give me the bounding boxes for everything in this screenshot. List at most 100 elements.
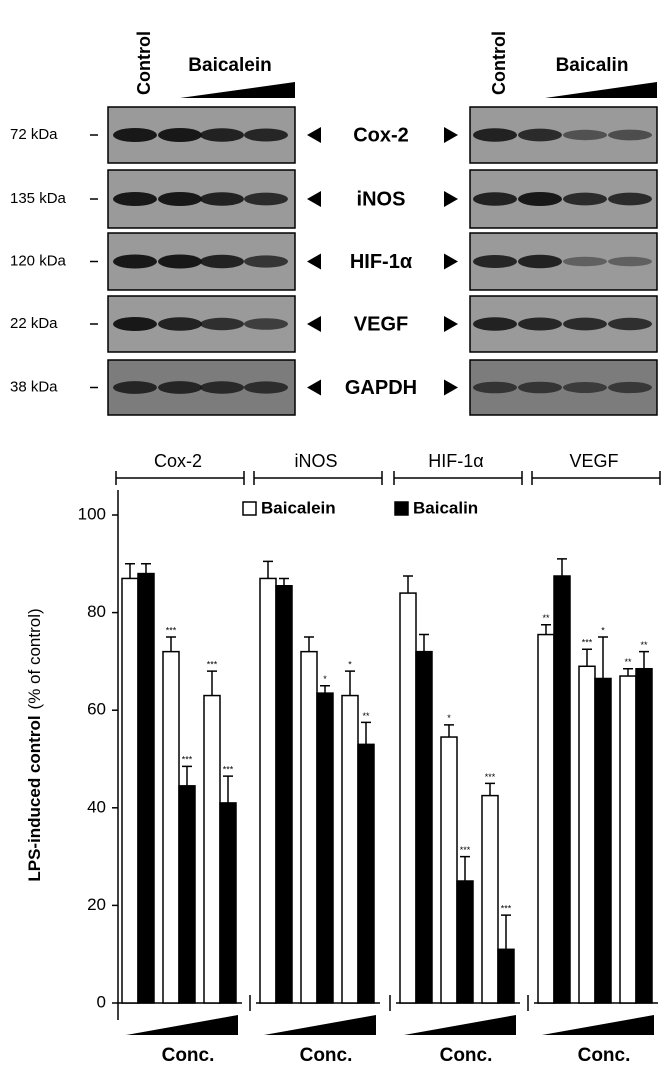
y-tick-label: 80 xyxy=(87,602,106,621)
arrow-right xyxy=(444,253,458,270)
blot-band xyxy=(608,381,652,394)
protein-label: Cox-2 xyxy=(353,124,409,146)
group-label: Cox-2 xyxy=(154,451,202,471)
significance-label: * xyxy=(323,674,327,684)
blot-band xyxy=(473,317,517,331)
marker-label: 72 kDa xyxy=(10,126,58,143)
protein-label: VEGF xyxy=(354,313,408,335)
x-axis-label: Conc. xyxy=(162,1045,215,1066)
blot-band xyxy=(158,254,202,269)
bar xyxy=(341,694,359,1004)
blot-band xyxy=(473,254,517,269)
treatment-label: Baicalin xyxy=(556,55,629,76)
x-axis-label: Conc. xyxy=(300,1045,353,1066)
blot-band xyxy=(113,128,157,142)
significance-label: *** xyxy=(223,764,234,774)
significance-label: *** xyxy=(582,638,593,648)
significance-label: ** xyxy=(542,613,550,623)
marker-label: 38 kDa xyxy=(10,378,58,395)
bar xyxy=(578,665,596,1004)
significance-label: *** xyxy=(460,845,471,855)
y-tick-label: 60 xyxy=(87,700,106,719)
blot-band xyxy=(518,381,562,394)
y-axis-label: LPS-induced control (% of control) xyxy=(25,608,44,881)
error-bar xyxy=(345,670,355,696)
significance-label: *** xyxy=(166,625,177,635)
significance-label: *** xyxy=(182,755,193,765)
bar xyxy=(275,585,293,1004)
error-bar xyxy=(166,636,176,652)
error-bar xyxy=(207,670,217,696)
error-bar xyxy=(223,775,233,803)
error-bar xyxy=(403,575,413,594)
blot-band xyxy=(244,381,288,394)
blot-band xyxy=(473,381,517,394)
arrow-left xyxy=(307,379,321,396)
blot-band xyxy=(608,256,652,267)
bar xyxy=(440,736,458,1004)
arrow-left xyxy=(307,127,321,143)
blot-band xyxy=(244,128,288,142)
bar xyxy=(456,880,474,1004)
arrow-left xyxy=(307,253,321,270)
error-bar xyxy=(419,633,429,652)
error-bar xyxy=(125,563,135,579)
blot-band xyxy=(473,128,517,142)
blot-band xyxy=(563,192,607,206)
blot-band xyxy=(113,192,157,206)
blot-band xyxy=(200,381,244,394)
bar xyxy=(219,802,237,1004)
wedge xyxy=(126,1015,238,1035)
error-bar xyxy=(320,685,330,694)
blot-band xyxy=(158,317,202,331)
blot-band xyxy=(113,381,157,394)
legend-label: Baicalein xyxy=(261,498,336,517)
error-bar xyxy=(444,724,454,738)
blot-band xyxy=(158,128,202,142)
blot-band xyxy=(563,382,607,393)
significance-label: * xyxy=(447,713,451,723)
error-bar xyxy=(639,650,649,669)
error-bar xyxy=(141,563,151,574)
blot-band xyxy=(608,129,652,141)
bar xyxy=(594,677,612,1004)
arrow-right xyxy=(444,127,458,143)
bar xyxy=(399,592,417,1004)
treatment-label: Baicalein xyxy=(188,55,271,76)
wedge xyxy=(545,82,657,98)
bar xyxy=(316,692,334,1004)
group-label: iNOS xyxy=(294,451,337,471)
group-label: VEGF xyxy=(569,451,618,471)
significance-label: ** xyxy=(362,711,370,721)
y-tick-label: 100 xyxy=(78,504,106,523)
blot-band xyxy=(563,256,607,267)
bar xyxy=(553,575,571,1004)
blot-band xyxy=(113,317,157,331)
significance-label: *** xyxy=(207,660,218,670)
blot-band xyxy=(608,192,652,206)
error-bar xyxy=(182,765,192,786)
blot-band xyxy=(518,128,562,142)
significance-label: ** xyxy=(624,657,632,667)
error-bar xyxy=(485,782,495,796)
arrow-right xyxy=(444,191,458,207)
significance-label: ** xyxy=(640,640,648,650)
wedge xyxy=(264,1015,376,1035)
bar xyxy=(415,650,433,1004)
bar xyxy=(619,675,637,1004)
wedge xyxy=(180,82,295,98)
protein-label: iNOS xyxy=(357,188,406,210)
error-bar xyxy=(582,648,592,667)
significance-label: * xyxy=(601,625,605,635)
western-blots: Control Baicalein Control Baicalin 72 kDa Cox… xyxy=(10,31,658,416)
bar xyxy=(121,577,139,1004)
x-axis-label: Conc. xyxy=(578,1045,631,1066)
bar xyxy=(537,633,555,1004)
marker-label: 120 kDa xyxy=(10,252,67,269)
protein-label: HIF-1α xyxy=(350,251,413,273)
blot-band xyxy=(244,192,288,206)
error-bar xyxy=(460,855,470,881)
marker-label: 22 kDa xyxy=(10,315,58,332)
arrow-left xyxy=(307,316,321,332)
